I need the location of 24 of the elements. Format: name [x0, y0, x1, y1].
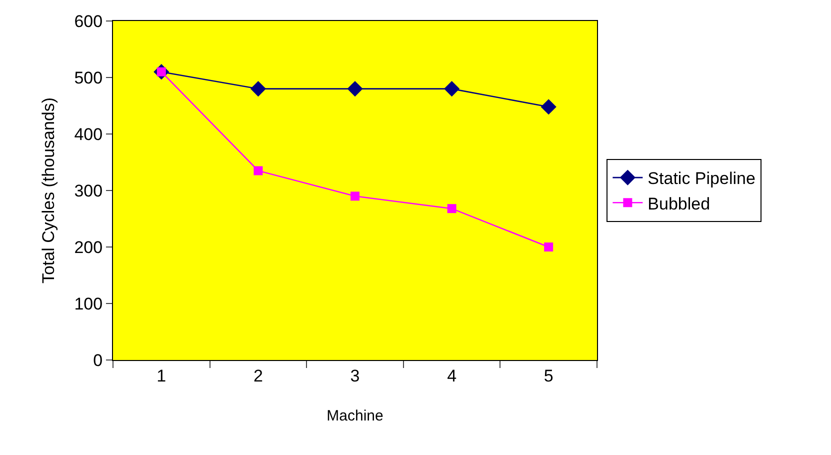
y-axis-title: Total Cycles (thousands) [38, 97, 58, 284]
y-tick-label: 500 [74, 68, 103, 88]
x-tick-label: 5 [544, 366, 554, 386]
y-tick-label: 200 [74, 238, 103, 257]
point [254, 166, 263, 176]
point [444, 81, 460, 97]
point [540, 99, 556, 115]
point [350, 192, 360, 201]
point [250, 81, 266, 97]
x-axis-title: Machine [326, 407, 384, 424]
point [544, 242, 554, 252]
y-tick-label: 100 [74, 294, 103, 314]
y-tick-label: 0 [93, 350, 103, 370]
x-tick-label: 3 [350, 366, 360, 386]
legend-label: Static Pipeline [648, 169, 756, 188]
y-tick-label: 600 [74, 12, 103, 31]
y-tick-label: 400 [74, 124, 103, 144]
x-tick-label: 2 [253, 366, 263, 386]
point [447, 204, 456, 214]
x-tick-label: 1 [156, 366, 166, 386]
legend-label: Bubbled [648, 194, 710, 214]
y-tick-label: 300 [74, 181, 103, 200]
x-tick-label: 4 [447, 366, 457, 386]
point [347, 81, 363, 97]
